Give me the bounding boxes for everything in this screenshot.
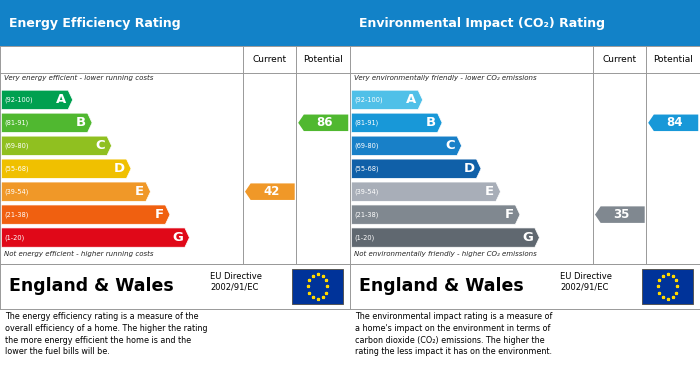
Polygon shape: [351, 205, 520, 224]
Polygon shape: [648, 115, 699, 131]
Bar: [0, 0, 350, 46]
Text: 35: 35: [613, 208, 629, 221]
Text: Current: Current: [253, 55, 287, 64]
Text: (1-20): (1-20): [4, 234, 25, 241]
Polygon shape: [1, 182, 150, 201]
Polygon shape: [351, 182, 500, 201]
Text: G: G: [172, 231, 183, 244]
Text: A: A: [56, 93, 66, 106]
Text: (39-54): (39-54): [354, 188, 379, 195]
Text: 86: 86: [316, 116, 333, 129]
Text: (92-100): (92-100): [354, 97, 383, 103]
Text: Very energy efficient - lower running costs: Very energy efficient - lower running co…: [4, 75, 153, 81]
Polygon shape: [595, 206, 645, 223]
Text: Very environmentally friendly - lower CO₂ emissions: Very environmentally friendly - lower CO…: [354, 75, 536, 81]
Polygon shape: [1, 90, 73, 109]
Text: 42: 42: [263, 185, 279, 198]
Text: D: D: [113, 162, 125, 175]
Text: A: A: [406, 93, 416, 106]
Text: EU Directive
2002/91/EC: EU Directive 2002/91/EC: [560, 272, 612, 291]
Text: (81-91): (81-91): [4, 120, 29, 126]
Bar: [350, 264, 700, 309]
Text: Environmental Impact (CO₂) Rating: Environmental Impact (CO₂) Rating: [358, 16, 605, 30]
Text: (1-20): (1-20): [354, 234, 374, 241]
Text: (55-68): (55-68): [354, 165, 379, 172]
Bar: [0, 264, 350, 309]
Text: England & Wales: England & Wales: [358, 277, 524, 296]
Text: D: D: [463, 162, 475, 175]
Text: (92-100): (92-100): [4, 97, 33, 103]
Text: (69-80): (69-80): [354, 142, 379, 149]
Text: The environmental impact rating is a measure of
a home's impact on the environme: The environmental impact rating is a mea…: [355, 312, 552, 357]
Text: G: G: [522, 231, 533, 244]
Text: C: C: [446, 139, 455, 152]
Text: Potential: Potential: [653, 55, 693, 64]
Bar: [350, 0, 700, 46]
Text: (81-91): (81-91): [354, 120, 379, 126]
Bar: [643, 269, 693, 304]
Polygon shape: [1, 113, 92, 133]
Text: Not environmentally friendly - higher CO₂ emissions: Not environmentally friendly - higher CO…: [354, 251, 536, 257]
Text: The energy efficiency rating is a measure of the
overall efficiency of a home. T: The energy efficiency rating is a measur…: [6, 312, 208, 357]
Bar: [0, 46, 350, 264]
Text: Current: Current: [603, 55, 637, 64]
Polygon shape: [1, 159, 131, 178]
Text: EU Directive
2002/91/EC: EU Directive 2002/91/EC: [210, 272, 262, 291]
Polygon shape: [351, 159, 481, 178]
Text: B: B: [426, 116, 436, 129]
Polygon shape: [351, 228, 540, 247]
Text: Potential: Potential: [303, 55, 343, 64]
Polygon shape: [351, 136, 461, 155]
Text: (21-38): (21-38): [354, 212, 379, 218]
Bar: [350, 46, 700, 264]
Polygon shape: [351, 90, 423, 109]
Text: (55-68): (55-68): [4, 165, 29, 172]
Text: (39-54): (39-54): [4, 188, 29, 195]
Polygon shape: [351, 113, 442, 133]
Text: (21-38): (21-38): [4, 212, 29, 218]
Text: C: C: [96, 139, 105, 152]
Polygon shape: [245, 183, 295, 200]
Text: 84: 84: [666, 116, 683, 129]
Text: B: B: [76, 116, 86, 129]
Text: England & Wales: England & Wales: [8, 277, 174, 296]
Polygon shape: [1, 228, 190, 247]
Text: (69-80): (69-80): [4, 142, 29, 149]
Text: E: E: [135, 185, 144, 198]
Bar: [293, 269, 343, 304]
Text: Energy Efficiency Rating: Energy Efficiency Rating: [8, 16, 181, 30]
Polygon shape: [298, 115, 349, 131]
Text: E: E: [485, 185, 494, 198]
Polygon shape: [1, 136, 111, 155]
Text: F: F: [155, 208, 164, 221]
Polygon shape: [1, 205, 170, 224]
Text: F: F: [505, 208, 514, 221]
Text: Not energy efficient - higher running costs: Not energy efficient - higher running co…: [4, 251, 153, 257]
